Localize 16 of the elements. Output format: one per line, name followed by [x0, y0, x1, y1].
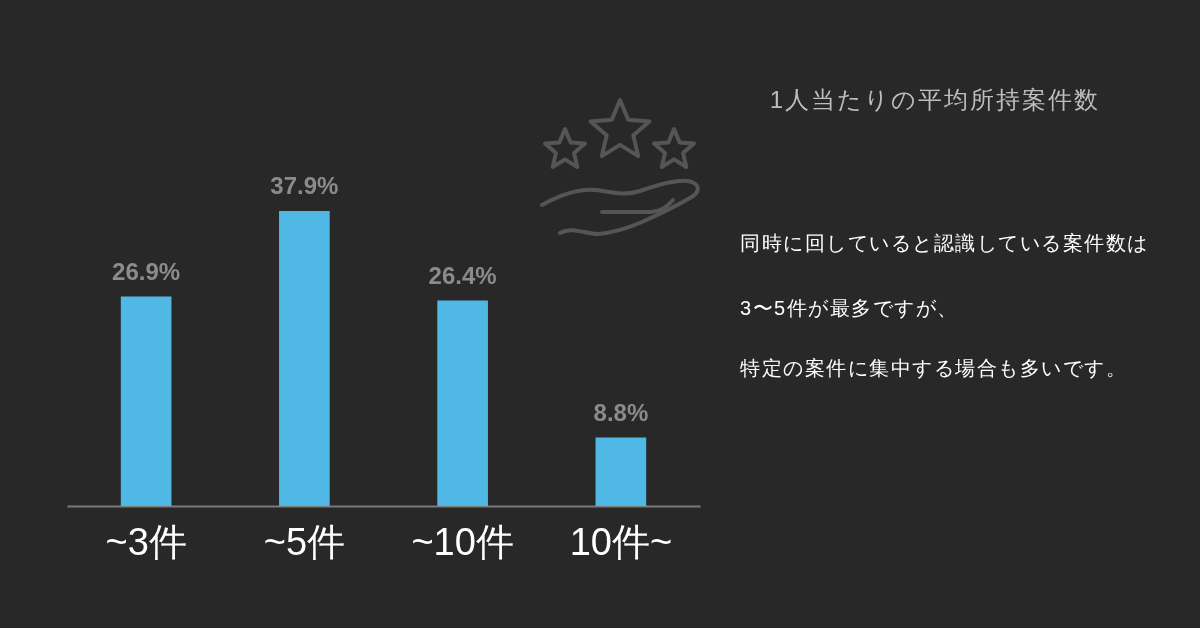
data-label: 37.9%	[270, 172, 339, 199]
text: 1人当たりの平均所持案件数	[768, 85, 1102, 115]
data-label: 26.9%	[112, 257, 181, 285]
data-label: 26.4%	[428, 261, 497, 289]
x-tick-label: 10件~	[569, 520, 673, 563]
text: 同時に回していると認識している案件数は	[740, 231, 1149, 256]
x-tick-label: ~5件	[263, 520, 346, 563]
bar	[120, 296, 172, 506]
x-tick-label: ~3件	[105, 520, 187, 563]
text: 特定の案件に集中する場合も多いです。	[740, 356, 1127, 381]
bar	[437, 300, 488, 506]
bar	[595, 437, 647, 506]
x-tick-label: ~10件	[411, 520, 514, 563]
bar	[279, 211, 330, 506]
data-label: 8.8%	[593, 398, 649, 426]
text: 3〜5件が最多ですが、	[740, 296, 959, 321]
